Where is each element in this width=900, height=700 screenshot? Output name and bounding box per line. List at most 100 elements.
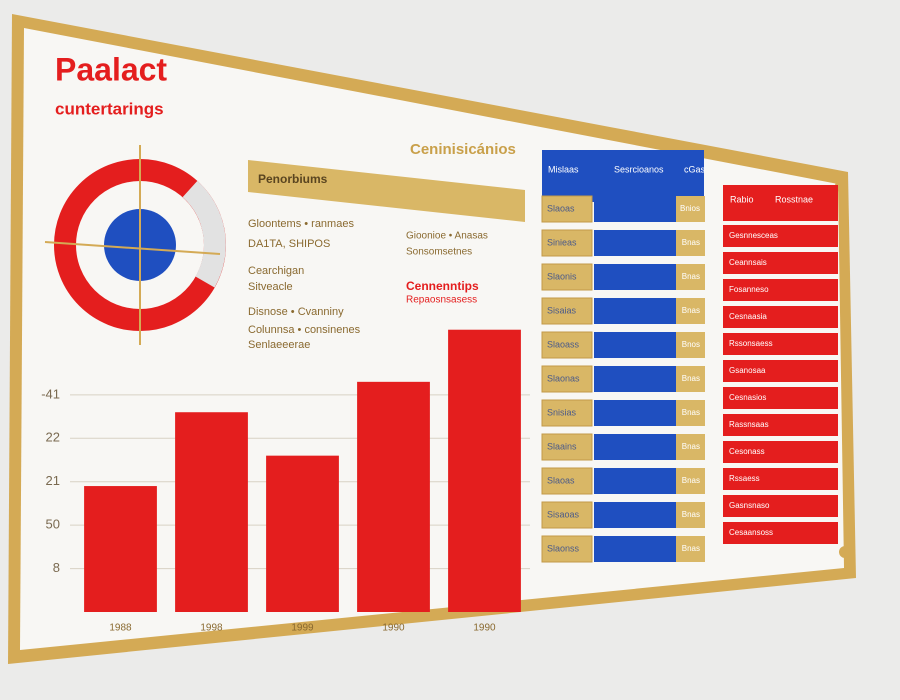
bar — [175, 412, 248, 612]
row-label-box — [541, 195, 593, 223]
row-tag: Bnos — [682, 340, 700, 349]
row-bar — [594, 196, 676, 222]
x-tick-label: 1999 — [291, 623, 314, 634]
y-tick-label: 8 — [53, 560, 60, 575]
row-label: Slaoas — [547, 475, 575, 485]
row-tag: Bnas — [682, 442, 700, 451]
note: Gloontems • ranmaes — [248, 218, 354, 230]
row-end — [676, 502, 705, 528]
row-label: Slaoass — [547, 339, 580, 349]
x-tick-label: 1988 — [109, 623, 132, 634]
y-tick-label: 22 — [46, 430, 60, 445]
note: Sitveacle — [248, 281, 293, 293]
x-tick-label: 1998 — [200, 623, 223, 634]
row-label-box — [541, 535, 593, 563]
subtitle: cuntertarings — [55, 99, 164, 118]
row-label-box — [541, 365, 593, 393]
row-end — [676, 230, 705, 256]
red-row-text: Cesnaasia — [729, 312, 767, 321]
row-label-box — [541, 331, 593, 359]
x-tick-label: 1990 — [382, 623, 405, 634]
note: Cearchigan — [248, 265, 304, 277]
row-bar — [594, 298, 676, 324]
row-label-box — [541, 467, 593, 495]
red-row-text: Rassnsaas — [729, 420, 769, 429]
y-tick-label: 50 — [46, 517, 60, 532]
row-end — [676, 400, 705, 426]
banner — [248, 160, 525, 222]
note: Gioonioe • Anasas — [406, 231, 488, 242]
row-label-box — [541, 399, 593, 427]
row-end — [676, 468, 705, 494]
note: Cennenntips — [406, 279, 479, 293]
row-end — [676, 298, 705, 324]
row-bar — [594, 264, 676, 290]
row-bar — [594, 332, 676, 358]
red-row — [723, 306, 838, 328]
row-tag: Bnas — [682, 306, 700, 315]
red-row-text: Gesnnesceas — [729, 231, 778, 240]
red-row-text: Ceannsais — [729, 258, 767, 267]
donut-segment — [182, 180, 226, 288]
panel-header: Rosstnae — [775, 194, 813, 204]
row-end — [676, 332, 705, 358]
row-label: Slaonss — [547, 543, 580, 553]
row-label: Slaains — [547, 441, 577, 451]
red-row-text: Cesaansoss — [729, 528, 773, 537]
row-label: Slaonis — [547, 271, 577, 281]
note: Sonsomsetnes — [406, 247, 472, 258]
red-row — [723, 468, 838, 490]
row-bar — [594, 502, 676, 528]
note: Repaosnsasess — [406, 295, 477, 306]
row-label-box — [541, 501, 593, 529]
section-title: Ceninisicánios — [410, 141, 516, 158]
row-end — [676, 434, 705, 460]
row-label-box — [541, 263, 593, 291]
screw — [839, 546, 851, 558]
row-label-box — [541, 433, 593, 461]
row-label: Sinieas — [547, 237, 577, 247]
bar — [357, 381, 430, 612]
row-bar — [594, 536, 676, 562]
note: Colunnsa • consinenes — [248, 324, 361, 336]
row-bar — [594, 230, 676, 256]
blue-header — [542, 150, 704, 202]
row-tag: Bnas — [682, 544, 700, 553]
y-tick-label: -41 — [41, 386, 60, 401]
red-row — [723, 333, 838, 355]
row-label: Sisaoas — [547, 509, 580, 519]
row-tag: Bnas — [682, 272, 700, 281]
row-label: Sisaias — [547, 305, 577, 315]
red-row-text: Gsanosaa — [729, 366, 766, 375]
row-label: Slaoas — [547, 203, 575, 213]
red-row — [723, 387, 838, 409]
row-bar — [594, 434, 676, 460]
crosshair — [44, 241, 221, 255]
donut — [44, 145, 226, 345]
red-row — [723, 441, 838, 463]
panel-header: Rabio — [730, 194, 754, 204]
row-end — [676, 536, 705, 562]
red-row — [723, 279, 838, 301]
bar — [84, 486, 157, 612]
row-tag: Bnas — [682, 238, 700, 247]
red-row-text: Rssonsaess — [729, 339, 773, 348]
banner-text: Penorbiums — [258, 172, 328, 186]
note: Disnose • Cvanniny — [248, 306, 344, 318]
red-row-text: Fosanneso — [729, 285, 769, 294]
x-tick-label: 1990 — [473, 623, 496, 634]
title: Paalact — [55, 51, 167, 87]
bar — [266, 455, 339, 612]
red-row-text: Cesonass — [729, 447, 765, 456]
red-row-text: Cesnasios — [729, 393, 766, 402]
red-row — [723, 252, 838, 274]
row-end — [676, 264, 705, 290]
row-label-box — [541, 229, 593, 257]
panel-header: Mislaas — [548, 164, 579, 174]
red-row — [723, 360, 838, 382]
row-end — [676, 196, 705, 222]
panel-header: cGas — [684, 164, 706, 174]
row-bar — [594, 400, 676, 426]
bar — [448, 329, 521, 612]
